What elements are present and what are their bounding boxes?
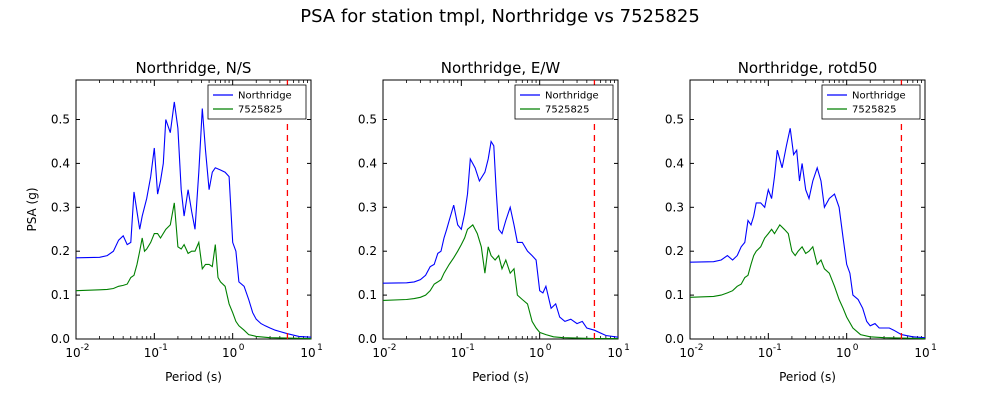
series-line-northridge [689, 128, 926, 339]
legend-box [821, 84, 921, 120]
legend-entry: 7525825 [545, 105, 590, 116]
x-tick-exponent: -2 [81, 343, 90, 353]
y-tick-label: 0.5 [51, 113, 70, 127]
chart-title: Northridge, rotd50 [738, 59, 878, 77]
x-tick-label: 10 [451, 346, 466, 360]
x-tick-exponent: -1 [773, 343, 782, 353]
y-tick-label: 0.0 [358, 332, 377, 346]
x-tick-label: 10 [144, 346, 159, 360]
y-tick-label: 0.0 [665, 332, 684, 346]
series-line-synthetic [382, 224, 618, 340]
y-tick-label: 0.5 [358, 113, 377, 127]
y-tick-label: 0.2 [358, 244, 377, 258]
series-line-northridge [75, 101, 312, 338]
y-tick-label: 0.4 [51, 156, 70, 170]
chart-panel-1: Northridge, N/S0.00.10.20.30.40.510 -2 10-… [25, 59, 323, 384]
x-tick-exponent: -2 [388, 343, 397, 353]
series-line-synthetic [689, 224, 926, 340]
legend: Northridge 7525825 [207, 84, 307, 120]
y-tick-label: 0.5 [665, 113, 684, 127]
legend: Northridge 7525825 [821, 84, 921, 120]
x-tick-exponent: -1 [159, 343, 168, 353]
x-tick-exponent: 1 [931, 343, 937, 353]
x-axis-label: Period (s) [472, 370, 529, 384]
y-tick-label: 0.1 [665, 288, 684, 302]
chart-title: Northridge, E/W [441, 59, 561, 77]
y-tick-label: 0.4 [665, 156, 684, 170]
chart-title: Northridge, N/S [136, 59, 252, 77]
y-tick-label: 0.4 [358, 156, 377, 170]
x-tick-exponent: 1 [624, 343, 630, 353]
x-axis-label: Period (s) [779, 370, 836, 384]
chart-panel-2: Northridge, E/W0.00.10.20.30.40.510 -2 10-… [358, 59, 630, 384]
x-tick-label: 10 [372, 346, 387, 360]
legend-box [514, 84, 614, 120]
y-tick-label: 0.1 [358, 288, 377, 302]
y-tick-label: 0.3 [358, 200, 377, 214]
series-line-synthetic [75, 202, 312, 340]
x-tick-label: 10 [836, 346, 851, 360]
plot-area [382, 79, 619, 340]
y-tick-label: 0.2 [665, 244, 684, 258]
plot-area [75, 79, 312, 340]
x-tick-label: 10 [529, 346, 544, 360]
legend-entry: Northridge [238, 91, 292, 102]
x-tick-label: 10 [607, 346, 622, 360]
y-tick-label: 0.0 [51, 332, 70, 346]
legend-entry: 7525825 [238, 105, 283, 116]
series-line-northridge [382, 139, 619, 338]
figure-title: PSA for station tmpl, Northridge vs 7525… [300, 6, 700, 27]
x-tick-exponent: -2 [695, 343, 704, 353]
y-tick-label: 0.3 [51, 200, 70, 214]
y-tick-label: 0.2 [51, 244, 70, 258]
x-axis-label: Period (s) [165, 370, 222, 384]
x-tick-exponent: -1 [466, 343, 475, 353]
legend-entry: Northridge [852, 91, 906, 102]
x-tick-label: 10 [65, 346, 80, 360]
y-tick-label: 0.3 [665, 200, 684, 214]
y-tick-label: 0.1 [51, 288, 70, 302]
x-tick-exponent: 0 [546, 343, 552, 353]
x-tick-exponent: 1 [317, 343, 323, 353]
x-tick-exponent: 0 [239, 343, 245, 353]
x-tick-label: 10 [679, 346, 694, 360]
x-tick-label: 10 [222, 346, 237, 360]
plot-area [689, 79, 926, 340]
legend-entry: 7525825 [852, 105, 897, 116]
x-tick-label: 10 [758, 346, 773, 360]
y-axis-label: PSA (g) [25, 187, 39, 231]
x-tick-label: 10 [300, 346, 315, 360]
x-tick-label: 10 [914, 346, 929, 360]
x-tick-exponent: 0 [853, 343, 859, 353]
legend-entry: Northridge [545, 91, 599, 102]
legend-box [207, 84, 307, 120]
legend: Northridge 7525825 [514, 84, 614, 120]
